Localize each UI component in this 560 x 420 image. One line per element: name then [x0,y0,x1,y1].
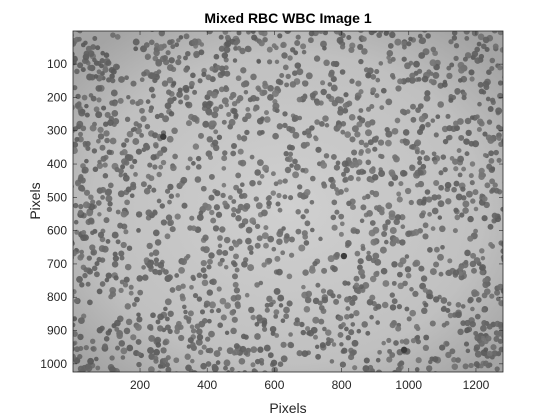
x-tick-label: 600 [264,378,284,392]
x-tick-label: 200 [130,378,150,392]
y-tick-label: 300 [47,124,67,138]
y-tick-label: 100 [47,57,67,71]
x-tick-label: 1200 [463,378,490,392]
y-tick-label: 500 [47,190,67,204]
x-tick-label: 400 [197,378,217,392]
x-tick-label: 1000 [395,378,422,392]
plot-title: Mixed RBC WBC Image 1 [204,10,371,26]
y-tick-label: 600 [47,224,67,238]
y-axis-ticks: 100 200 300 400 500 600 700 800 900 1000 [40,57,503,371]
blood-cells-layer [73,31,503,372]
x-axis-ticks: 200 400 600 800 1000 1200 [130,31,490,392]
y-tick-label: 700 [47,257,67,271]
x-axis-label: Pixels [269,400,306,416]
microscope-image [73,31,503,372]
y-tick-label: 200 [47,90,67,104]
y-tick-label: 1000 [40,357,67,371]
y-tick-label: 900 [47,324,67,338]
y-axis-label: Pixels [27,182,43,219]
y-tick-label: 400 [47,157,67,171]
x-tick-label: 800 [332,378,352,392]
y-tick-label: 800 [47,290,67,304]
axes-box [72,30,504,373]
